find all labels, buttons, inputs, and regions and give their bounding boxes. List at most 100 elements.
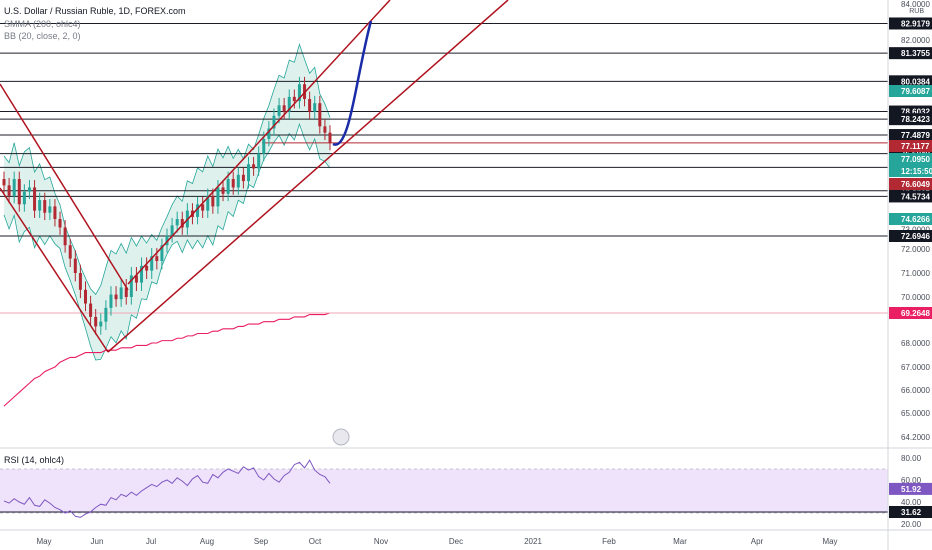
candle-body [58, 219, 62, 228]
candle-body [287, 96, 291, 112]
time-tick-label: Jun [91, 537, 104, 546]
candle-body [155, 256, 159, 261]
candle-body [180, 219, 184, 228]
price-badge [889, 307, 932, 319]
rsi-value-label: 51.92 [901, 485, 922, 494]
price-tick-label: 64.2000 [901, 433, 930, 442]
rsi-level-badge [889, 506, 932, 518]
rsi-tick-label: 80.00 [901, 454, 922, 463]
price-badge [889, 140, 932, 152]
candle-body [109, 294, 113, 308]
candle-body [145, 265, 149, 271]
rsi-indicator-label[interactable]: RSI (14, ohlc4) [4, 455, 65, 465]
uptrend-channel-lower [107, 0, 509, 353]
price-badge-label: 74.6266 [901, 215, 930, 224]
candle-body [221, 187, 225, 194]
candle-body [119, 287, 123, 300]
candle-body [201, 204, 205, 211]
time-tick-label: Feb [602, 537, 616, 546]
time-tick-label: Aug [200, 537, 214, 546]
time-tick-label: May [822, 537, 837, 546]
price-badge-label: 76.6049 [901, 180, 930, 189]
price-badge [889, 153, 932, 165]
rsi-line [3, 459, 331, 518]
candle-body [43, 200, 47, 213]
candle-body [257, 153, 261, 169]
price-tick-label: 71.0000 [901, 269, 930, 278]
level-price-label: 81.3755 [901, 49, 930, 58]
candle-body [134, 275, 138, 283]
rsi-band [0, 469, 888, 513]
candle-body [17, 179, 21, 205]
tradingview-icon [332, 428, 350, 446]
candle-body [170, 225, 174, 236]
candle-body [206, 195, 210, 211]
candle-body [99, 321, 103, 327]
price-badge-label: 79.6087 [901, 87, 930, 96]
smma-indicator-label[interactable]: SMMA (200, ohlc4) [4, 19, 81, 29]
candle-body [247, 164, 250, 182]
price-tick-label: 65.0000 [901, 409, 930, 418]
time-tick-label: Nov [374, 537, 388, 546]
uptrend-channel-upper [127, 0, 391, 285]
candle-body [297, 84, 301, 102]
candle-body [226, 179, 230, 194]
time-tick-label: Apr [751, 537, 764, 546]
projection-curve [332, 20, 373, 146]
time-tick-label: 2021 [524, 537, 542, 546]
time-tick-label: Sep [254, 537, 269, 546]
bb-indicator-label[interactable]: BB (20, close, 2, 0) [4, 31, 81, 41]
rsi-level-label: 31.62 [901, 508, 922, 517]
level-price-badge [889, 113, 932, 126]
candle-body [73, 258, 77, 273]
candle-body [53, 206, 57, 220]
level-price-label: 82.9179 [901, 19, 930, 28]
candle-body [22, 191, 26, 205]
level-price-label: 72.6946 [901, 232, 930, 241]
candle-body [63, 227, 67, 246]
level-price-badge [889, 17, 932, 30]
candle-body [277, 105, 281, 116]
candle-body [313, 103, 317, 112]
level-price-badge [889, 230, 932, 242]
price-badge-label: 12:15:50 [901, 167, 932, 176]
rsi-tick-label: 20.00 [901, 520, 922, 529]
candle-body [48, 206, 52, 213]
candle-body [68, 245, 72, 259]
price-badge-label: 69.2648 [901, 309, 930, 318]
price-badge [889, 165, 932, 177]
time-tick-label: Oct [309, 537, 322, 546]
price-tick-label: 68.0000 [901, 339, 930, 348]
price-tick-label: 66.0000 [901, 386, 930, 395]
candle-body [165, 235, 169, 246]
candle-body [12, 179, 16, 196]
time-tick-label: Mar [673, 537, 687, 546]
downtrend-channel-upper [0, 83, 129, 291]
candle-body [2, 179, 6, 186]
price-badge [889, 85, 932, 97]
price-badge [889, 178, 932, 190]
level-price-label: 80.0384 [901, 77, 930, 86]
candle-body [262, 138, 266, 154]
candle-body [94, 316, 98, 327]
candle-body [150, 256, 154, 271]
level-price-badge [889, 129, 932, 142]
candle-body [267, 128, 271, 139]
rsi-tick-label: 40.00 [901, 498, 922, 507]
rsi-value-badge [889, 482, 932, 495]
candle-body [272, 115, 276, 129]
candle-body [252, 164, 256, 169]
level-price-label: 78.2423 [901, 115, 930, 124]
price-badge [889, 213, 932, 225]
candle-body [27, 187, 31, 192]
candle-body [231, 179, 235, 188]
bollinger-upper-band [3, 42, 331, 296]
candle-body [89, 303, 93, 317]
candle-body [78, 273, 82, 290]
candle-body [236, 174, 240, 188]
candle-body [104, 307, 108, 322]
time-tick-label: Jul [146, 537, 156, 546]
candle-body [129, 275, 133, 297]
